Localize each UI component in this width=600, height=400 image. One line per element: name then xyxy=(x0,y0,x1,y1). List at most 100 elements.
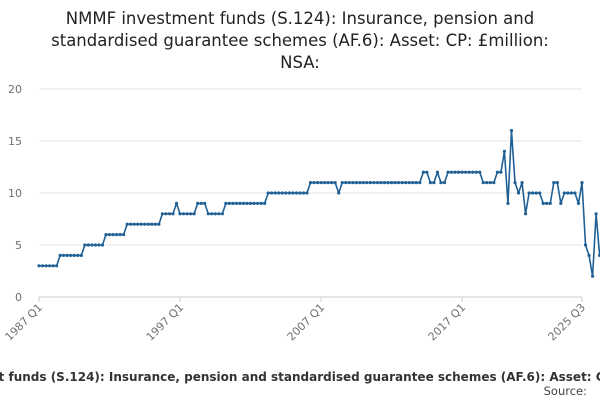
data-point[interactable] xyxy=(379,181,383,185)
data-point[interactable] xyxy=(375,181,380,185)
data-point[interactable] xyxy=(114,233,119,237)
data-point[interactable] xyxy=(552,181,556,185)
data-point[interactable] xyxy=(62,253,66,257)
data-point[interactable] xyxy=(146,222,150,226)
data-point[interactable] xyxy=(259,201,263,205)
data-point[interactable] xyxy=(189,212,193,216)
data-point[interactable] xyxy=(90,243,94,247)
data-point[interactable] xyxy=(157,222,161,226)
data-point[interactable] xyxy=(421,170,425,174)
data-point[interactable] xyxy=(305,191,309,195)
data-point[interactable] xyxy=(280,191,284,195)
data-point[interactable] xyxy=(382,181,387,185)
data-point[interactable] xyxy=(400,181,404,185)
data-point[interactable] xyxy=(386,181,390,185)
data-point[interactable] xyxy=(372,181,376,185)
data-point[interactable] xyxy=(492,181,496,185)
data-point[interactable] xyxy=(122,233,126,237)
data-point[interactable] xyxy=(414,181,418,185)
data-point[interactable] xyxy=(548,201,552,205)
data-point[interactable] xyxy=(404,181,408,185)
data-point[interactable] xyxy=(270,191,274,195)
data-point[interactable] xyxy=(199,201,203,205)
data-point[interactable] xyxy=(365,181,369,185)
data-point[interactable] xyxy=(538,191,542,195)
data-point[interactable] xyxy=(467,170,471,174)
data-point[interactable] xyxy=(51,264,55,268)
data-point[interactable] xyxy=(263,201,267,205)
data-point[interactable] xyxy=(594,212,598,216)
data-point[interactable] xyxy=(393,181,397,185)
data-point[interactable] xyxy=(478,170,482,174)
data-point[interactable] xyxy=(471,170,475,174)
data-point[interactable] xyxy=(213,212,217,216)
data-point[interactable] xyxy=(220,212,224,216)
data-point[interactable] xyxy=(333,181,337,185)
data-point[interactable] xyxy=(397,181,401,185)
data-point[interactable] xyxy=(499,170,503,174)
data-point[interactable] xyxy=(181,212,186,216)
data-point[interactable] xyxy=(40,264,45,268)
data-point[interactable] xyxy=(559,201,563,205)
data-point[interactable] xyxy=(541,201,545,205)
data-point[interactable] xyxy=(485,181,489,185)
data-point[interactable] xyxy=(555,181,559,185)
data-point[interactable] xyxy=(301,191,306,195)
data-point[interactable] xyxy=(100,243,105,247)
data-point[interactable] xyxy=(44,264,48,268)
data-point[interactable] xyxy=(136,222,140,226)
data-point[interactable] xyxy=(513,181,517,185)
data-point[interactable] xyxy=(474,170,478,174)
data-point[interactable] xyxy=(344,181,348,185)
data-point[interactable] xyxy=(456,170,461,174)
data-point[interactable] xyxy=(326,181,330,185)
data-point[interactable] xyxy=(224,201,228,205)
data-point[interactable] xyxy=(464,170,468,174)
data-point[interactable] xyxy=(418,181,422,185)
data-point[interactable] xyxy=(298,191,302,195)
data-point[interactable] xyxy=(294,191,298,195)
data-point[interactable] xyxy=(65,253,69,257)
data-point[interactable] xyxy=(446,170,450,174)
data-point[interactable] xyxy=(93,243,98,247)
data-point[interactable] xyxy=(111,233,115,237)
data-point[interactable] xyxy=(516,191,521,195)
data-point[interactable] xyxy=(76,253,80,257)
data-point[interactable] xyxy=(160,212,165,216)
data-point[interactable] xyxy=(506,201,510,205)
data-point[interactable] xyxy=(308,181,313,185)
data-point[interactable] xyxy=(174,201,179,205)
data-point[interactable] xyxy=(495,170,499,174)
data-point[interactable] xyxy=(206,212,210,216)
data-point[interactable] xyxy=(245,201,249,205)
data-point[interactable] xyxy=(79,253,83,257)
data-point[interactable] xyxy=(164,212,168,216)
data-point[interactable] xyxy=(256,201,260,205)
data-point[interactable] xyxy=(312,181,316,185)
data-point[interactable] xyxy=(523,212,528,216)
data-point[interactable] xyxy=(284,191,288,195)
data-point[interactable] xyxy=(104,233,108,237)
data-point[interactable] xyxy=(178,212,182,216)
data-point[interactable] xyxy=(481,181,485,185)
data-point[interactable] xyxy=(238,201,242,205)
data-point[interactable] xyxy=(323,181,327,185)
data-point[interactable] xyxy=(171,212,175,216)
data-point[interactable] xyxy=(527,191,531,195)
data-point[interactable] xyxy=(266,191,270,195)
data-point[interactable] xyxy=(337,191,341,195)
data-point[interactable] xyxy=(573,191,577,195)
data-point[interactable] xyxy=(354,181,358,185)
data-point[interactable] xyxy=(425,170,429,174)
data-point[interactable] xyxy=(143,222,147,226)
data-point[interactable] xyxy=(347,181,351,185)
data-point[interactable] xyxy=(509,129,514,133)
data-point[interactable] xyxy=(432,181,436,185)
data-point[interactable] xyxy=(534,191,538,195)
data-point[interactable] xyxy=(330,181,334,185)
data-point[interactable] xyxy=(210,212,214,216)
data-point[interactable] xyxy=(460,170,464,174)
data-point[interactable] xyxy=(58,253,62,257)
data-point[interactable] xyxy=(234,201,239,205)
data-point[interactable] xyxy=(185,212,189,216)
